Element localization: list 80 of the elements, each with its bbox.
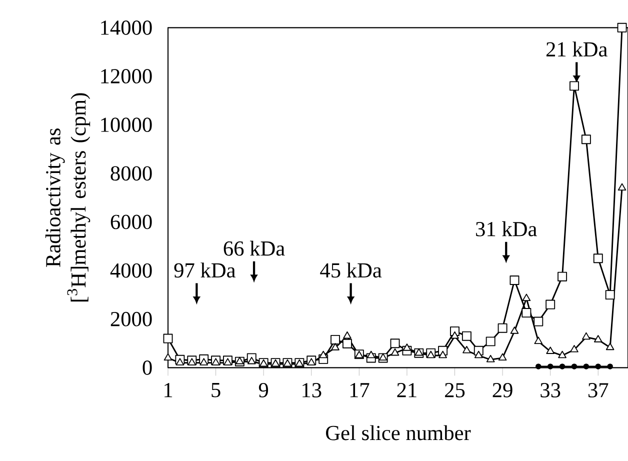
point [534, 336, 543, 344]
x-tick-label: 29 [492, 383, 512, 398]
y-tick-label: 14000 [101, 20, 152, 35]
point [247, 356, 256, 364]
text: Radioactivity as [$^{3}$H]methyl esters (cpm) [45, 93, 90, 302]
point [617, 22, 627, 32]
x-tick-label: 33 [540, 383, 560, 398]
x-tick-label: 5 [212, 383, 220, 398]
annotation: 31 kDa [476, 221, 537, 236]
point [559, 364, 566, 370]
point [607, 364, 613, 370]
point [498, 353, 507, 361]
point [522, 308, 532, 318]
y-tick-label: 0 [142, 360, 152, 375]
point [330, 335, 340, 344]
point [426, 350, 436, 358]
y-tick-label: 8000 [110, 166, 152, 181]
point [546, 346, 555, 354]
point [498, 323, 508, 333]
point [450, 331, 459, 339]
point [319, 350, 328, 358]
point [571, 364, 578, 370]
point [402, 344, 412, 351]
y-tick-label: 4000 [110, 263, 152, 278]
x-tick-label: 1 [164, 383, 172, 398]
point [438, 350, 447, 358]
x-tick-label: 17 [350, 383, 370, 398]
point [188, 358, 196, 366]
point [547, 364, 554, 370]
point [474, 350, 483, 358]
point [522, 294, 531, 302]
point [581, 134, 591, 144]
point [462, 346, 471, 354]
point [307, 358, 316, 366]
point [510, 276, 520, 285]
point [462, 331, 472, 341]
point [366, 350, 376, 358]
y-tick-label: 12000 [101, 69, 152, 84]
point [163, 334, 173, 344]
point [570, 81, 579, 91]
point [390, 338, 400, 348]
x-tick-label: 25 [445, 383, 465, 398]
point [546, 300, 556, 310]
point [176, 358, 184, 366]
point [342, 338, 352, 348]
x-tick-label: 9 [258, 383, 268, 398]
point [605, 290, 615, 300]
x-tick-label: 13 [302, 383, 322, 398]
point [618, 183, 626, 191]
point [582, 332, 590, 340]
annotation: 21 kDa [546, 42, 608, 57]
x-tick-label: 21 [397, 383, 416, 398]
point [558, 272, 568, 282]
point [510, 326, 519, 334]
x-axis-title: Gel slice number [326, 425, 471, 440]
annotation: 66 kDa [224, 240, 285, 256]
point [390, 348, 400, 356]
annotation: 97 kDa [174, 262, 236, 278]
point [558, 350, 566, 358]
y-tick-label: 2000 [110, 312, 152, 326]
point [331, 343, 340, 350]
point [534, 316, 544, 326]
annotation: 45 kDa [320, 262, 382, 278]
point [164, 353, 172, 361]
point [583, 364, 590, 370]
point [595, 364, 602, 370]
point [486, 336, 496, 346]
point [224, 358, 232, 366]
point [536, 364, 542, 370]
point [594, 335, 602, 342]
y-tick-label: 6000 [110, 214, 152, 230]
x-tick-label: 37 [588, 383, 608, 398]
y-tick-label: 10000 [101, 118, 152, 132]
point [343, 331, 352, 339]
point [593, 254, 603, 264]
point [570, 344, 578, 352]
point [486, 354, 495, 362]
point [200, 358, 208, 366]
point [606, 342, 614, 350]
point [212, 358, 220, 366]
